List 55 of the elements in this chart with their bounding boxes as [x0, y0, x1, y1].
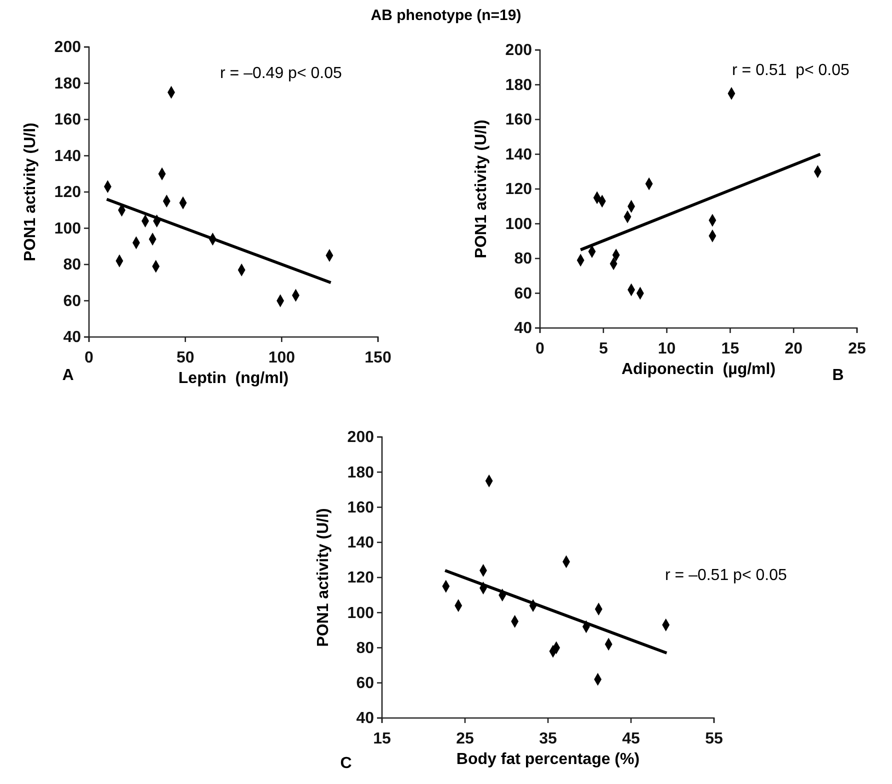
x-axis-title: Adiponectin (µg/ml) [621, 361, 776, 378]
text: AB phenotype (n=19) [370, 7, 522, 24]
y-tick-label: 40 [514, 320, 532, 338]
text: B [832, 367, 844, 384]
annotation: r = –0.49 p< 0.05 [220, 65, 342, 82]
y-tick-label: 180 [505, 76, 532, 94]
y-tick-label: 140 [505, 146, 532, 164]
y-tick-label: 180 [54, 75, 82, 92]
x-tick-label: 25 [848, 340, 866, 358]
y-tick-label: 80 [514, 250, 532, 268]
y-tick-label: 80 [356, 640, 374, 657]
y-tick-label: 140 [347, 534, 374, 552]
y-tick-label: 160 [347, 499, 374, 516]
y-tick-label: 140 [54, 148, 82, 165]
x-tick-label: 45 [622, 730, 640, 748]
y-tick-label: 120 [347, 570, 374, 587]
y-axis-title: PON1 activity (U/l) [473, 120, 490, 258]
x-tick-label: 5 [598, 340, 608, 358]
y-tick-label: 120 [54, 184, 82, 202]
y-tick-label: 80 [63, 256, 82, 274]
x-axis-title: Leptin (ng/ml) [178, 370, 289, 387]
x-tick-label: 15 [721, 340, 740, 358]
y-axis-title: PON1 activity (U/l) [315, 508, 332, 647]
x-tick-label: 150 [364, 350, 392, 367]
annotation: r = 0.51 p< 0.05 [732, 62, 850, 79]
x-tick-label: 50 [176, 350, 194, 367]
x-tick-label: 35 [539, 730, 557, 748]
y-tick-label: 60 [63, 292, 82, 310]
text: A [62, 367, 74, 384]
x-axis-title: Body fat percentage (%) [456, 751, 640, 768]
text: C [340, 755, 352, 772]
y-tick-label: 60 [356, 674, 374, 692]
x-tick-label: 55 [705, 730, 723, 748]
y-tick-label: 100 [54, 220, 82, 238]
x-tick-label: 0 [536, 340, 545, 358]
y-tick-label: 60 [514, 285, 532, 302]
y-tick-label: 100 [505, 216, 532, 233]
y-tick-label: 120 [505, 181, 532, 198]
x-tick-label: 100 [268, 350, 296, 367]
y-tick-label: 200 [54, 39, 82, 56]
y-tick-label: 100 [347, 604, 374, 622]
x-tick-label: 10 [658, 340, 676, 358]
y-tick-label: 200 [347, 429, 374, 446]
y-tick-label: 160 [54, 112, 82, 129]
x-tick-label: 15 [373, 730, 391, 748]
y-tick-label: 180 [347, 464, 374, 482]
y-tick-label: 160 [505, 112, 532, 129]
y-axis-title: PON1 activity (U/l) [22, 122, 39, 262]
y-tick-label: 40 [63, 329, 82, 346]
x-tick-label: 25 [456, 730, 474, 748]
annotation: r = –0.51 p< 0.05 [665, 567, 787, 584]
x-tick-label: 20 [784, 340, 803, 358]
x-tick-label: 0 [84, 350, 94, 367]
y-tick-label: 40 [356, 710, 374, 728]
y-tick-label: 200 [505, 42, 532, 60]
